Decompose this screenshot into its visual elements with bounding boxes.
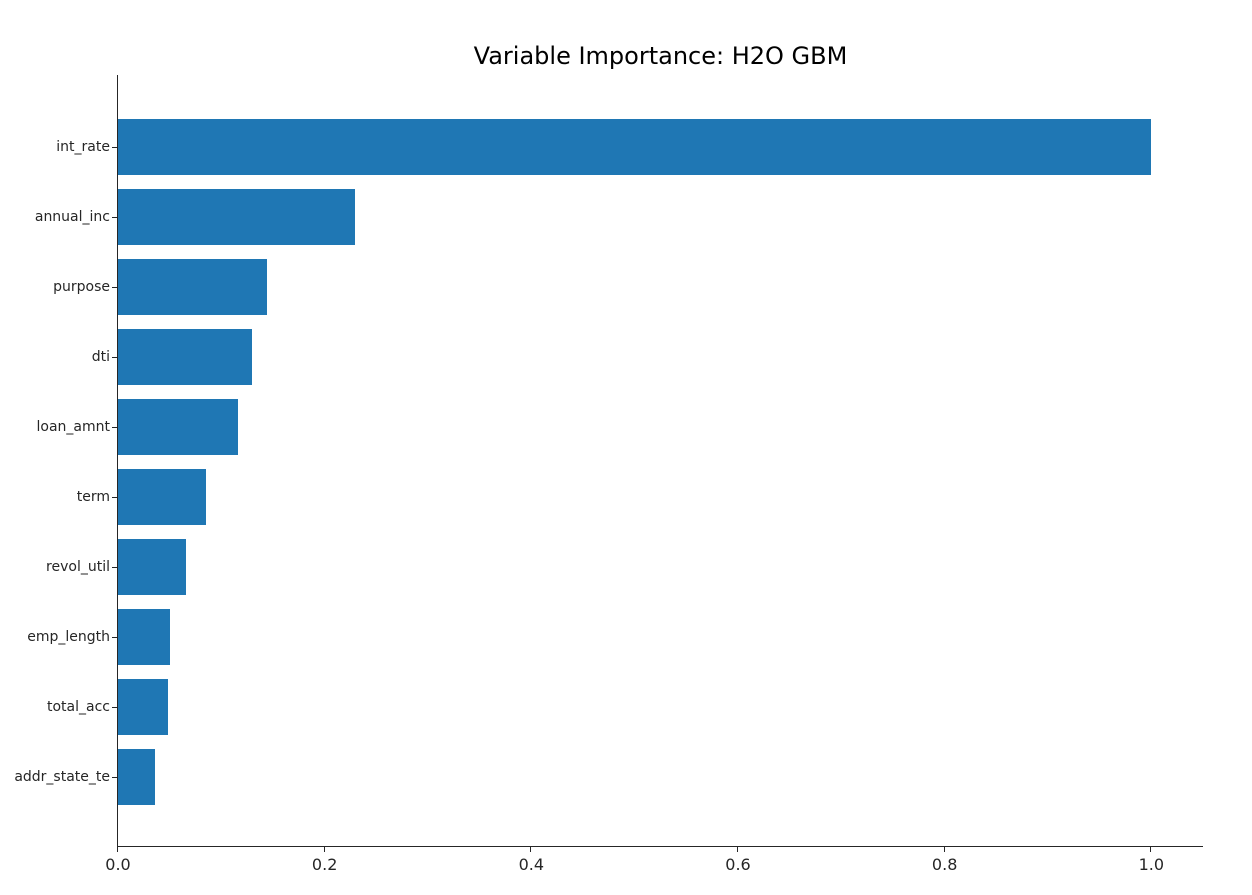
y-tick-mark-addr_state_te: [112, 777, 117, 778]
y-tick-mark-int_rate: [112, 147, 117, 148]
x-tick-label-0.8: 0.8: [931, 855, 958, 874]
y-tick-mark-emp_length: [112, 637, 117, 638]
y-tick-mark-dti: [112, 357, 117, 358]
x-tick-mark-1.0: [1150, 847, 1152, 852]
bar-emp_length: [118, 609, 170, 665]
x-tick-mark-0.4: [530, 847, 532, 852]
x-tick-mark-0.8: [943, 847, 945, 852]
y-tick-mark-loan_amnt: [112, 427, 117, 428]
bar-dti: [118, 329, 253, 385]
x-tick-mark-0.0: [117, 847, 118, 852]
y-tick-label-emp_length: emp_length: [27, 629, 110, 645]
y-tick-label-term: term: [76, 489, 110, 505]
y-axis-spine: [117, 75, 118, 847]
y-tick-label-addr_state_te: addr_state_te: [14, 769, 110, 785]
bar-loan_amnt: [118, 399, 238, 455]
x-tick-label-1.0: 1.0: [1138, 855, 1165, 874]
bar-term: [118, 469, 206, 525]
y-tick-mark-annual_inc: [112, 217, 117, 218]
y-tick-label-purpose: purpose: [53, 279, 110, 295]
x-tick-label-0.4: 0.4: [518, 855, 545, 874]
bar-revol_util: [118, 539, 187, 595]
x-tick-mark-0.2: [323, 847, 325, 852]
bar-addr_state_te: [118, 749, 156, 805]
x-axis-spine: [117, 846, 1203, 847]
y-tick-mark-purpose: [112, 287, 117, 288]
y-tick-label-int_rate: int_rate: [56, 139, 110, 155]
y-tick-mark-total_acc: [112, 707, 117, 708]
bar-int_rate: [118, 119, 1152, 175]
chart-title: Variable Importance: H2O GBM: [473, 42, 848, 70]
x-tick-mark-0.6: [737, 847, 738, 852]
bar-total_acc: [118, 679, 168, 735]
bar-annual_inc: [118, 189, 355, 245]
y-tick-label-loan_amnt: loan_amnt: [36, 419, 111, 435]
y-tick-label-total_acc: total_acc: [47, 699, 110, 715]
x-tick-label-0.6: 0.6: [725, 855, 751, 874]
y-tick-mark-revol_util: [112, 567, 117, 568]
x-tick-label-0.0: 0.0: [105, 855, 131, 874]
y-tick-mark-term: [112, 497, 117, 498]
y-tick-label-annual_inc: annual_inc: [34, 209, 110, 225]
y-tick-label-dti: dti: [91, 349, 110, 365]
x-tick-label-0.2: 0.2: [311, 855, 338, 874]
y-tick-label-revol_util: revol_util: [46, 559, 110, 575]
bar-purpose: [118, 259, 267, 315]
